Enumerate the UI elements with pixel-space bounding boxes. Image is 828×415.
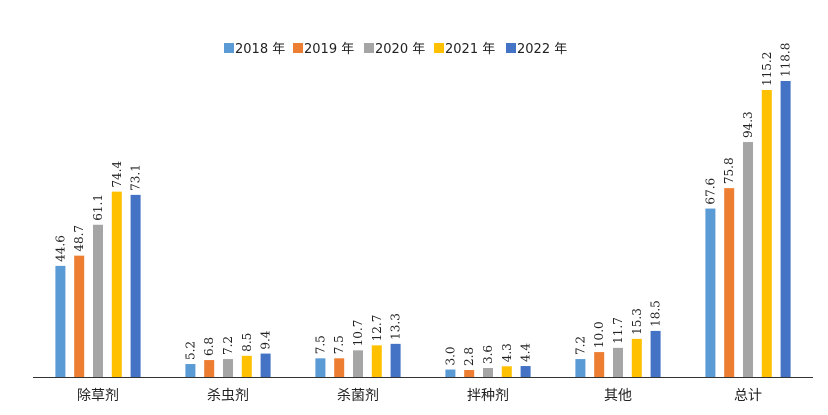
- legend-label: 2021 年: [445, 42, 495, 57]
- data-label: 61.1: [91, 194, 105, 221]
- data-label: 3.0: [443, 346, 457, 365]
- data-label: 118.8: [779, 43, 793, 77]
- bar: [631, 338, 642, 377]
- data-label: 12.7: [370, 315, 384, 342]
- legend-label: 2022 年: [517, 42, 567, 57]
- bar: [613, 347, 623, 377]
- bar: [650, 330, 661, 377]
- data-label: 7.2: [573, 336, 587, 355]
- legend-label: 2019 年: [304, 42, 354, 57]
- data-label: 67.6: [703, 178, 717, 205]
- data-label: 75.8: [722, 157, 736, 184]
- data-label: 13.3: [389, 313, 403, 340]
- data-label: 10.7: [351, 320, 365, 347]
- bar: [594, 352, 605, 377]
- data-label: 18.5: [649, 300, 663, 327]
- data-label: 44.6: [53, 235, 67, 262]
- bar: [185, 364, 196, 377]
- legend-item: 2021 年: [434, 42, 495, 57]
- bar: [241, 355, 252, 377]
- bar: [130, 194, 141, 377]
- data-label: 7.5: [313, 335, 327, 354]
- data-label: 5.2: [183, 341, 197, 360]
- category-label: 杀虫剂: [207, 388, 249, 404]
- legend-swatch: [506, 43, 516, 53]
- bar: [705, 208, 716, 377]
- data-label: 2.8: [462, 347, 476, 366]
- data-label: 115.2: [760, 52, 774, 86]
- bar: [223, 359, 233, 377]
- bar: [93, 224, 103, 377]
- bar: [315, 358, 326, 377]
- data-label: 11.7: [611, 317, 625, 344]
- bar: [483, 368, 493, 377]
- bar: [575, 359, 586, 377]
- bar: [743, 142, 753, 377]
- legend-label: 2020 年: [375, 42, 425, 57]
- data-label: 73.1: [129, 164, 143, 191]
- data-label: 48.7: [72, 225, 86, 252]
- bar: [74, 255, 85, 377]
- data-label: 7.5: [332, 335, 346, 354]
- bar: [204, 360, 215, 377]
- legend-swatch: [434, 43, 444, 53]
- data-label: 4.4: [519, 343, 533, 362]
- bar: [371, 345, 382, 377]
- bar: [260, 353, 271, 377]
- data-label: 3.6: [481, 345, 495, 364]
- legend-swatch: [364, 43, 374, 53]
- legend: 2018 年 2019 年 2020 年 2021 年 2022 年: [224, 42, 567, 57]
- bar: [334, 358, 345, 377]
- data-label: 9.4: [259, 330, 273, 349]
- data-label: 94.3: [741, 111, 755, 138]
- data-label: 10.0: [592, 321, 606, 348]
- legend-item: 2022 年: [506, 42, 567, 57]
- legend-swatch: [224, 43, 234, 53]
- category-label: 拌种剂: [467, 388, 509, 404]
- data-label: 4.3: [500, 343, 514, 362]
- bar: [501, 366, 512, 377]
- legend-label: 2018 年: [235, 42, 285, 57]
- bar: [520, 366, 531, 377]
- bar: [724, 188, 735, 377]
- bar: [445, 369, 456, 377]
- data-label: 6.8: [202, 337, 216, 356]
- legend-item: 2019 年: [293, 42, 354, 57]
- bar: [353, 350, 363, 377]
- bar: [390, 343, 401, 377]
- bar: [464, 370, 475, 377]
- category-label: 其他: [604, 388, 632, 404]
- legend-item: 2020 年: [364, 42, 425, 57]
- category-label: 除草剂: [77, 388, 119, 404]
- legend-swatch: [293, 43, 303, 53]
- bar: [55, 265, 66, 377]
- data-label: 8.5: [240, 333, 254, 352]
- legend-item: 2018 年: [224, 42, 285, 57]
- data-label: 7.2: [221, 336, 235, 355]
- category-label: 总计: [734, 388, 762, 404]
- bar: [780, 81, 791, 377]
- data-label: 74.4: [110, 161, 124, 188]
- bar: [111, 191, 122, 377]
- bar: [761, 89, 772, 377]
- data-label: 15.3: [630, 308, 644, 335]
- category-label: 杀菌剂: [337, 388, 379, 404]
